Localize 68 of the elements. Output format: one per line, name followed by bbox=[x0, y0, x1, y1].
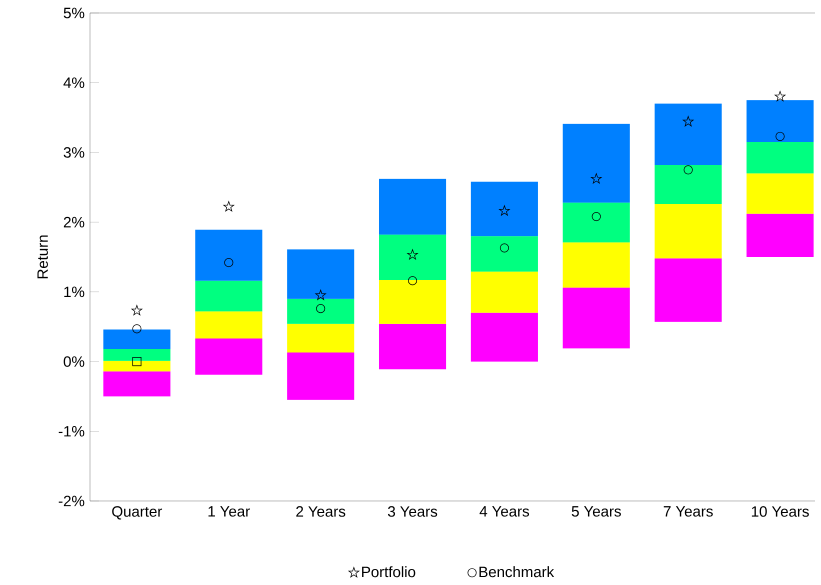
point bbox=[224, 258, 234, 268]
point bbox=[315, 290, 326, 300]
y-tick-label: 4% bbox=[63, 77, 84, 88]
bar bbox=[378, 234, 446, 280]
point bbox=[132, 305, 142, 316]
y-tick-label: 0% bbox=[64, 356, 84, 367]
bar bbox=[746, 173, 814, 214]
x-tick-label: 1 Year bbox=[208, 506, 250, 517]
bar bbox=[287, 298, 354, 324]
point bbox=[316, 304, 326, 314]
point bbox=[592, 212, 601, 222]
bar bbox=[746, 214, 814, 257]
bar bbox=[562, 288, 630, 348]
legend-label: Benchmark bbox=[480, 566, 554, 578]
y-tick-label: -1% bbox=[58, 426, 84, 437]
point bbox=[590, 173, 602, 184]
point bbox=[223, 201, 234, 212]
bar bbox=[654, 258, 722, 322]
bar bbox=[195, 338, 262, 375]
bar bbox=[470, 182, 538, 236]
point bbox=[776, 132, 785, 141]
point bbox=[132, 357, 142, 366]
x-tick-label: Quarter bbox=[112, 506, 162, 520]
bar bbox=[378, 280, 446, 324]
bar bbox=[378, 178, 446, 235]
bar bbox=[654, 164, 722, 204]
bar bbox=[103, 329, 170, 350]
point bbox=[774, 91, 786, 102]
point bbox=[684, 165, 693, 174]
point bbox=[408, 276, 418, 286]
bar bbox=[746, 142, 814, 174]
bar bbox=[195, 230, 262, 281]
x-tick-label: 10 Years bbox=[752, 506, 809, 517]
bar bbox=[470, 272, 538, 313]
bar bbox=[287, 324, 354, 352]
bar bbox=[287, 249, 354, 299]
bar bbox=[195, 311, 262, 339]
y-tick-label: 2% bbox=[64, 216, 84, 228]
bar bbox=[103, 360, 170, 372]
bar bbox=[470, 312, 538, 362]
bar bbox=[654, 104, 722, 165]
x-tick-label: 3 Years bbox=[388, 506, 438, 517]
x-tick-label: 7 Years bbox=[664, 506, 713, 517]
point bbox=[132, 324, 142, 334]
legend-label: Portfolio bbox=[362, 566, 416, 578]
y-tick-label: 1% bbox=[64, 286, 84, 298]
bar bbox=[378, 324, 446, 370]
y-tick-label: 3% bbox=[64, 147, 84, 158]
bar bbox=[562, 124, 630, 203]
y-tick-label: 5% bbox=[64, 8, 84, 18]
bar bbox=[562, 202, 630, 242]
x-tick-label: 4 Years bbox=[480, 506, 530, 517]
bar bbox=[562, 242, 630, 288]
bar bbox=[654, 204, 722, 258]
x-tick-label: 5 Years bbox=[572, 506, 621, 517]
bar bbox=[195, 280, 262, 312]
point bbox=[499, 205, 510, 216]
bar bbox=[103, 349, 170, 361]
point bbox=[407, 249, 418, 260]
point bbox=[500, 243, 509, 252]
y-tick-label: -2% bbox=[58, 496, 84, 506]
y-axis-title: Return bbox=[37, 235, 48, 278]
point bbox=[682, 116, 694, 126]
bar bbox=[287, 352, 354, 400]
bar bbox=[470, 236, 538, 272]
bar bbox=[746, 100, 814, 142]
x-tick-label: 2 Years bbox=[296, 506, 346, 517]
bar bbox=[103, 371, 170, 396]
